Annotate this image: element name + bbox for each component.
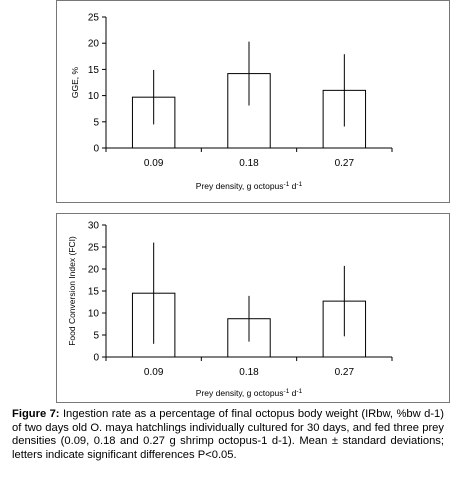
chart1-y-tick-label: 10 — [88, 91, 100, 102]
chart1-y-tick-label: 15 — [88, 65, 100, 76]
chart2-category-label: 0.18 — [239, 367, 259, 378]
caption-label: Figure 7: — [12, 408, 60, 420]
chart1-y-tick-label: 20 — [88, 39, 100, 50]
chart2-y-tick-label: 5 — [93, 331, 99, 342]
chart1-x-title-text: d — [289, 181, 296, 191]
chart2-x-title-superscript: -1 — [284, 388, 290, 395]
chart2-x-title-text: Prey density, g octopus — [196, 388, 284, 398]
chart1-y-tick-label: 25 — [88, 13, 100, 24]
chart2-y-tick-label: 10 — [88, 309, 100, 320]
chart1-x-title-superscript: -1 — [284, 181, 290, 188]
chart1-x-axis-title: Prey density, g octopus-1 d-1 — [196, 181, 303, 191]
chart2-y-tick-label: 0 — [93, 353, 99, 364]
chart2-category-label: 0.27 — [335, 367, 355, 378]
chart1-category-label: 0.18 — [239, 158, 259, 169]
chart1-x-title-superscript: -1 — [296, 181, 302, 188]
chart2-y-axis-title: Food Conversion Index (FCI) — [67, 236, 77, 346]
chart2-x-axis-title: Prey density, g octopus-1 d-1 — [196, 388, 303, 398]
caption-text: Ingestion rate as a percentage of final … — [12, 408, 444, 461]
chart2-x-title-superscript: -1 — [296, 388, 302, 395]
chart-2-frame — [56, 213, 450, 403]
chart1-y-tick-label: 0 — [93, 144, 99, 155]
chart2-y-tick-label: 20 — [88, 265, 100, 276]
chart1-y-axis-title: GGE, % — [70, 66, 80, 98]
chart2-category-label: 0.09 — [144, 367, 164, 378]
chart1-category-label: 0.27 — [335, 158, 355, 169]
chart1-x-title-text: Prey density, g octopus — [196, 181, 284, 191]
chart2-y-tick-label: 25 — [88, 243, 100, 254]
chart1-category-label: 0.09 — [144, 158, 164, 169]
chart2-y-tick-label: 30 — [88, 221, 100, 232]
chart2-x-title-text: d — [289, 388, 296, 398]
gge-bar-chart: 0 5 10 15 20 25 0.09 0.18 0.27 GGE, % Prey density… — [70, 13, 393, 191]
fci-bar-chart: 0 5 10 15 20 25 30 0.09 0.18 0.27 Food Conversion … — [67, 221, 393, 398]
chart2-y-tick-label: 15 — [88, 287, 100, 298]
figure-caption: Figure 7: Ingestion rate as a percentage… — [12, 408, 444, 462]
chart1-y-tick-label: 5 — [93, 117, 99, 128]
